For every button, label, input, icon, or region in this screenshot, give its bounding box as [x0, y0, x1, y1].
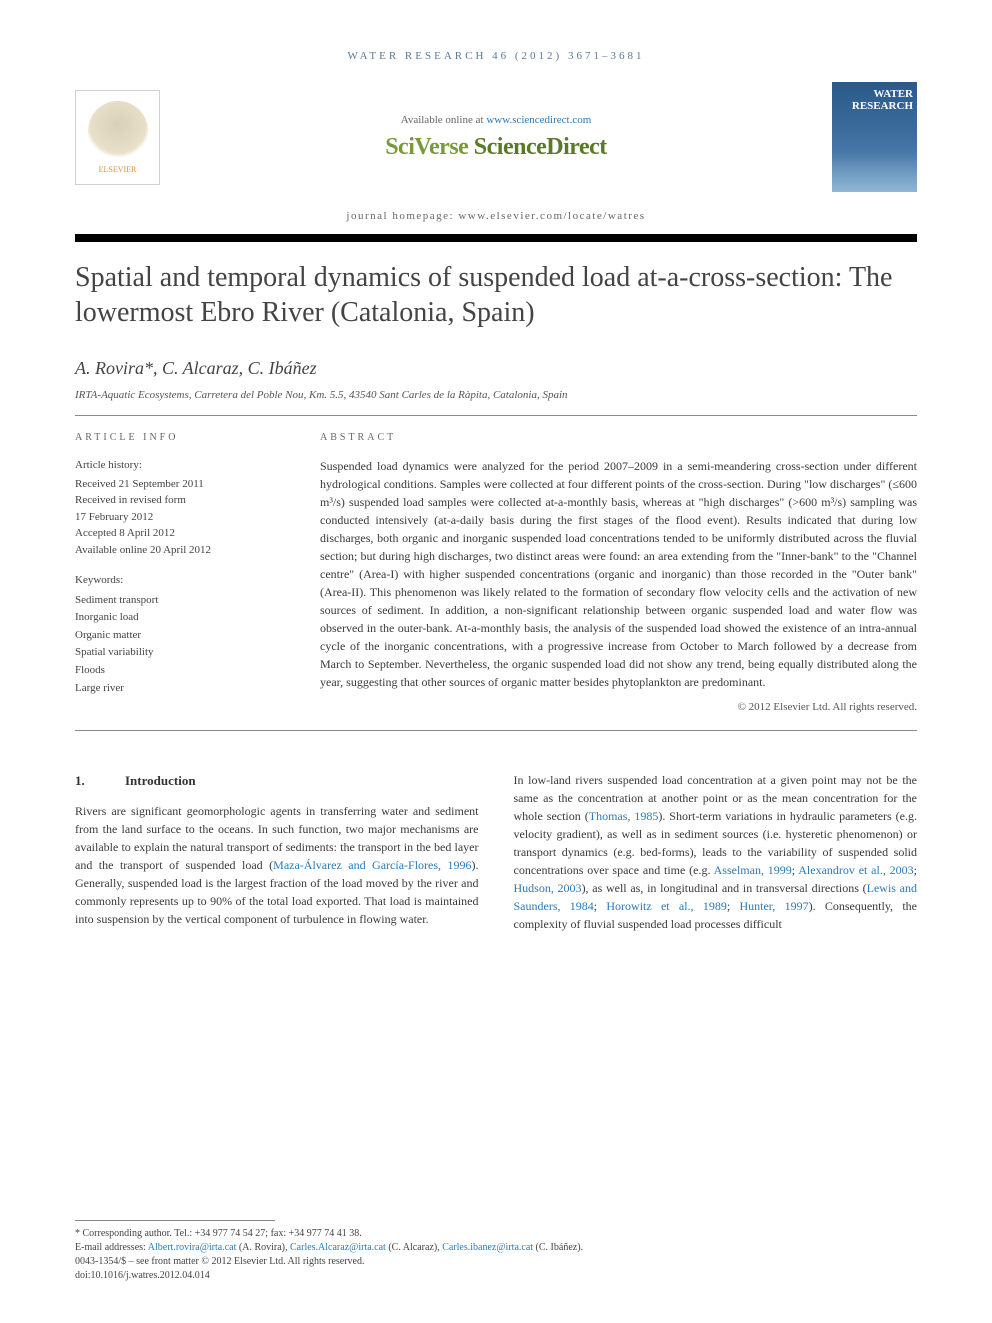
title-rule	[75, 234, 917, 242]
keyword-item: Inorganic load	[75, 609, 290, 627]
elsevier-logo[interactable]: ELSEVIER	[75, 90, 160, 185]
article-info-column: ARTICLE INFO Article history: Received 2…	[75, 430, 290, 716]
cover-wave-graphic	[832, 152, 917, 192]
text-span: ), as well as, in longitudinal and in tr…	[582, 881, 867, 895]
intro-paragraph-left: Rivers are significant geomorphologic ag…	[75, 802, 479, 928]
abstract-column: ABSTRACT Suspended load dynamics were an…	[320, 430, 917, 716]
accepted-date: Accepted 8 April 2012	[75, 525, 290, 542]
separator-rule-1	[75, 415, 917, 416]
elsevier-label: ELSEVIER	[99, 165, 137, 174]
revised-line1: Received in revised form	[75, 492, 290, 509]
received-date: Received 21 September 2011	[75, 476, 290, 493]
sciverse-brand: SciVerse ScienceDirect	[180, 134, 812, 161]
text-span: (C. Alcaraz),	[386, 1242, 442, 1253]
elsevier-tree-icon	[88, 101, 148, 161]
cover-title-line1: WATER	[836, 88, 913, 100]
affiliation: IRTA-Aquatic Ecosystems, Carretera del P…	[75, 389, 917, 401]
email-link[interactable]: Carles.ibanez@irta.cat	[442, 1242, 533, 1253]
keyword-item: Spatial variability	[75, 644, 290, 662]
corr-contact: Tel.: +34 977 74 54 27; fax: +34 977 74 …	[172, 1228, 362, 1239]
sciencedirect-link[interactable]: www.sciencedirect.com	[486, 114, 591, 126]
citation-link[interactable]: Thomas, 1985	[589, 809, 659, 823]
center-banner: Available online at www.sciencedirect.co…	[160, 114, 832, 161]
keyword-item: Floods	[75, 662, 290, 680]
abstract-head: ABSTRACT	[320, 430, 917, 445]
online-date: Available online 20 April 2012	[75, 542, 290, 559]
keywords-label: Keywords:	[75, 572, 290, 590]
journal-homepage-line: journal homepage: www.elsevier.com/locat…	[75, 210, 917, 222]
section-title: Introduction	[125, 773, 196, 788]
footer-rule	[75, 1220, 275, 1221]
left-column: 1.Introduction Rivers are significant ge…	[75, 771, 479, 933]
corr-label: * Corresponding author.	[75, 1228, 172, 1239]
email-line: E-mail addresses: Albert.rovira@irta.cat…	[75, 1241, 917, 1255]
available-prefix: Available online at	[401, 114, 487, 126]
text-span: ;	[914, 863, 917, 877]
text-span: (C. Ibáñez).	[533, 1242, 583, 1253]
cover-title-line2: RESEARCH	[836, 100, 913, 112]
page-footer: * Corresponding author. Tel.: +34 977 74…	[75, 1220, 917, 1283]
intro-paragraph-right: In low-land rivers suspended load concen…	[514, 771, 918, 933]
keyword-item: Organic matter	[75, 627, 290, 645]
keyword-item: Large river	[75, 680, 290, 698]
section-number: 1.	[75, 771, 125, 791]
text-span: ;	[727, 899, 740, 913]
right-column: In low-land rivers suspended load concen…	[514, 771, 918, 933]
homepage-url[interactable]: www.elsevier.com/locate/watres	[458, 210, 645, 222]
article-history-block: Article history: Received 21 September 2…	[75, 457, 290, 558]
section-heading: 1.Introduction	[75, 771, 479, 791]
email-link[interactable]: Albert.rovira@irta.cat	[148, 1242, 237, 1253]
citation-link[interactable]: Alexandrov et al., 2003	[798, 863, 913, 877]
keyword-item: Sediment transport	[75, 592, 290, 610]
abstract-text: Suspended load dynamics were analyzed fo…	[320, 457, 917, 691]
corresponding-author-line: * Corresponding author. Tel.: +34 977 74…	[75, 1227, 917, 1241]
brand-prefix: SciVerse	[385, 134, 474, 160]
citation-link[interactable]: Maza-Álvarez and García-Flores, 1996	[273, 858, 471, 872]
body-columns: 1.Introduction Rivers are significant ge…	[75, 771, 917, 933]
text-span: ;	[594, 899, 607, 913]
top-banner: ELSEVIER Available online at www.science…	[75, 82, 917, 192]
journal-citation-header: WATER RESEARCH 46 (2012) 3671–3681	[75, 50, 917, 62]
homepage-label: journal homepage:	[346, 210, 458, 222]
abstract-copyright: © 2012 Elsevier Ltd. All rights reserved…	[320, 699, 917, 716]
journal-cover-thumbnail[interactable]: WATER RESEARCH	[832, 82, 917, 192]
text-span: (A. Rovira),	[236, 1242, 290, 1253]
history-label: Article history:	[75, 457, 290, 474]
citation-link[interactable]: Horowitz et al., 1989	[606, 899, 726, 913]
article-title: Spatial and temporal dynamics of suspend…	[75, 260, 917, 330]
citation-link[interactable]: Asselman, 1999	[714, 863, 792, 877]
doi-line: doi:10.1016/j.watres.2012.04.014	[75, 1269, 917, 1283]
info-abstract-row: ARTICLE INFO Article history: Received 2…	[75, 430, 917, 716]
authors: A. Rovira*, C. Alcaraz, C. Ibáñez	[75, 358, 917, 379]
citation-link[interactable]: Hudson, 2003	[514, 881, 582, 895]
revised-line2: 17 February 2012	[75, 509, 290, 526]
email-link[interactable]: Carles.Alcaraz@irta.cat	[290, 1242, 386, 1253]
separator-rule-2	[75, 730, 917, 731]
article-info-head: ARTICLE INFO	[75, 430, 290, 445]
issn-line: 0043-1354/$ – see front matter © 2012 El…	[75, 1255, 917, 1269]
citation-link[interactable]: Hunter, 1997	[739, 899, 808, 913]
brand-main: ScienceDirect	[474, 134, 607, 160]
keywords-block: Keywords: Sediment transport Inorganic l…	[75, 572, 290, 697]
available-online-text: Available online at www.sciencedirect.co…	[180, 114, 812, 126]
email-label: E-mail addresses:	[75, 1242, 148, 1253]
